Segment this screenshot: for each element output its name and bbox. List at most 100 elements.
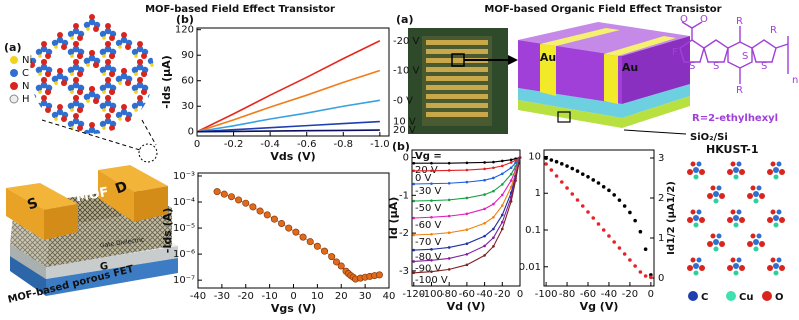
point [430, 270, 433, 273]
atom-label: R [736, 85, 743, 96]
point [514, 161, 517, 165]
point [628, 210, 632, 215]
point [483, 207, 486, 211]
point [235, 196, 243, 204]
x-tick-label: -40 [601, 289, 617, 300]
x-tick-label: -0.8 [334, 139, 354, 150]
point [500, 204, 504, 207]
point [447, 161, 451, 165]
point [412, 271, 416, 275]
point [509, 200, 513, 203]
y2-tick-label: 2 [658, 193, 664, 204]
point [483, 221, 486, 225]
point [447, 198, 451, 202]
point [483, 234, 486, 238]
point [633, 264, 637, 268]
y-tick-label: 10⁻⁵ [173, 223, 195, 234]
point [447, 214, 451, 218]
y-tick-label: 10⁻⁷ [173, 275, 195, 286]
y-axis-label: Id (μA) [387, 197, 400, 239]
atom-label: S [742, 51, 748, 62]
plot-frame [543, 149, 655, 287]
point [430, 161, 433, 165]
point [586, 175, 590, 179]
point [612, 240, 616, 244]
point [430, 199, 433, 202]
point [249, 203, 257, 211]
x-tick-label: -100 [420, 289, 443, 300]
point [500, 213, 504, 217]
series-label: -90 V [415, 263, 442, 274]
point [575, 198, 580, 202]
series-line [413, 157, 521, 202]
series-label: -80 V [415, 252, 442, 263]
x-tick-label: -40 [190, 291, 206, 302]
x-axis-label: Vgs (V) [271, 302, 316, 315]
y-tick-label: 0 [403, 153, 409, 164]
point [412, 233, 416, 237]
point [492, 166, 495, 170]
point [607, 234, 611, 238]
right-title: MOF-based Organic Field Effect Transisto… [484, 4, 721, 15]
point [500, 159, 504, 163]
point [278, 219, 286, 227]
series-label: -10 V [393, 66, 420, 77]
point [483, 161, 486, 164]
point [313, 242, 321, 250]
atom-label: n [792, 75, 798, 86]
point [412, 199, 416, 203]
y-tick-label: 1 [535, 188, 541, 199]
point [554, 159, 559, 164]
x-tick-label: -100 [535, 289, 558, 300]
legend-label: N [22, 81, 29, 92]
point [220, 190, 228, 198]
point [596, 222, 601, 226]
point [500, 183, 504, 186]
point [465, 212, 469, 216]
y-tick-label: 0.01 [519, 262, 541, 273]
series-line [216, 191, 380, 280]
x-axis-label: Vg (V) [580, 300, 619, 313]
y-tick-label: 90 [181, 50, 194, 61]
point [580, 204, 585, 208]
point [617, 246, 622, 250]
point [518, 156, 522, 159]
point [500, 220, 504, 224]
point [430, 259, 433, 262]
x-tick-label: 0 [517, 289, 523, 300]
point [375, 271, 383, 279]
point [565, 186, 569, 190]
hkust-structure: HKUST-1 C Cu O [687, 143, 785, 303]
panel-label: (a) [4, 41, 21, 54]
left-title: MOF-based Field Effect Transistor [145, 4, 335, 15]
point [321, 247, 329, 255]
point [465, 196, 469, 200]
point [492, 176, 495, 180]
point [412, 216, 416, 220]
point [430, 182, 433, 185]
point [483, 193, 486, 196]
x-tick-label: -20 [494, 289, 510, 300]
y-axis-label: -Ids (A) [161, 208, 174, 253]
point [332, 258, 340, 266]
y-tick-label: -2 [399, 228, 409, 239]
ofet-device: Au Au SiO₂/Si R=2-ethylhexyl [518, 22, 778, 143]
point [612, 193, 616, 197]
point [270, 215, 278, 223]
molecule-labels: O O F S S S S R R R n [672, 14, 798, 96]
legend-label: H [22, 94, 30, 105]
x-tick-label: -40 [476, 289, 492, 300]
point [570, 192, 575, 196]
x-tick-label: -80 [441, 289, 457, 300]
point [213, 188, 221, 196]
point [263, 211, 271, 219]
y-tick-label: 10⁻⁴ [173, 197, 195, 208]
y2-tick-label: 0 [658, 273, 664, 284]
point [430, 169, 433, 173]
y-tick-label: 0 [188, 127, 194, 138]
atom-label: O [680, 14, 688, 25]
y-tick-label: 10 [528, 151, 541, 162]
electrode-label: Au [622, 61, 638, 74]
fet-device: S D MOF Gate Dielectric G MOF-based poro… [6, 165, 178, 306]
